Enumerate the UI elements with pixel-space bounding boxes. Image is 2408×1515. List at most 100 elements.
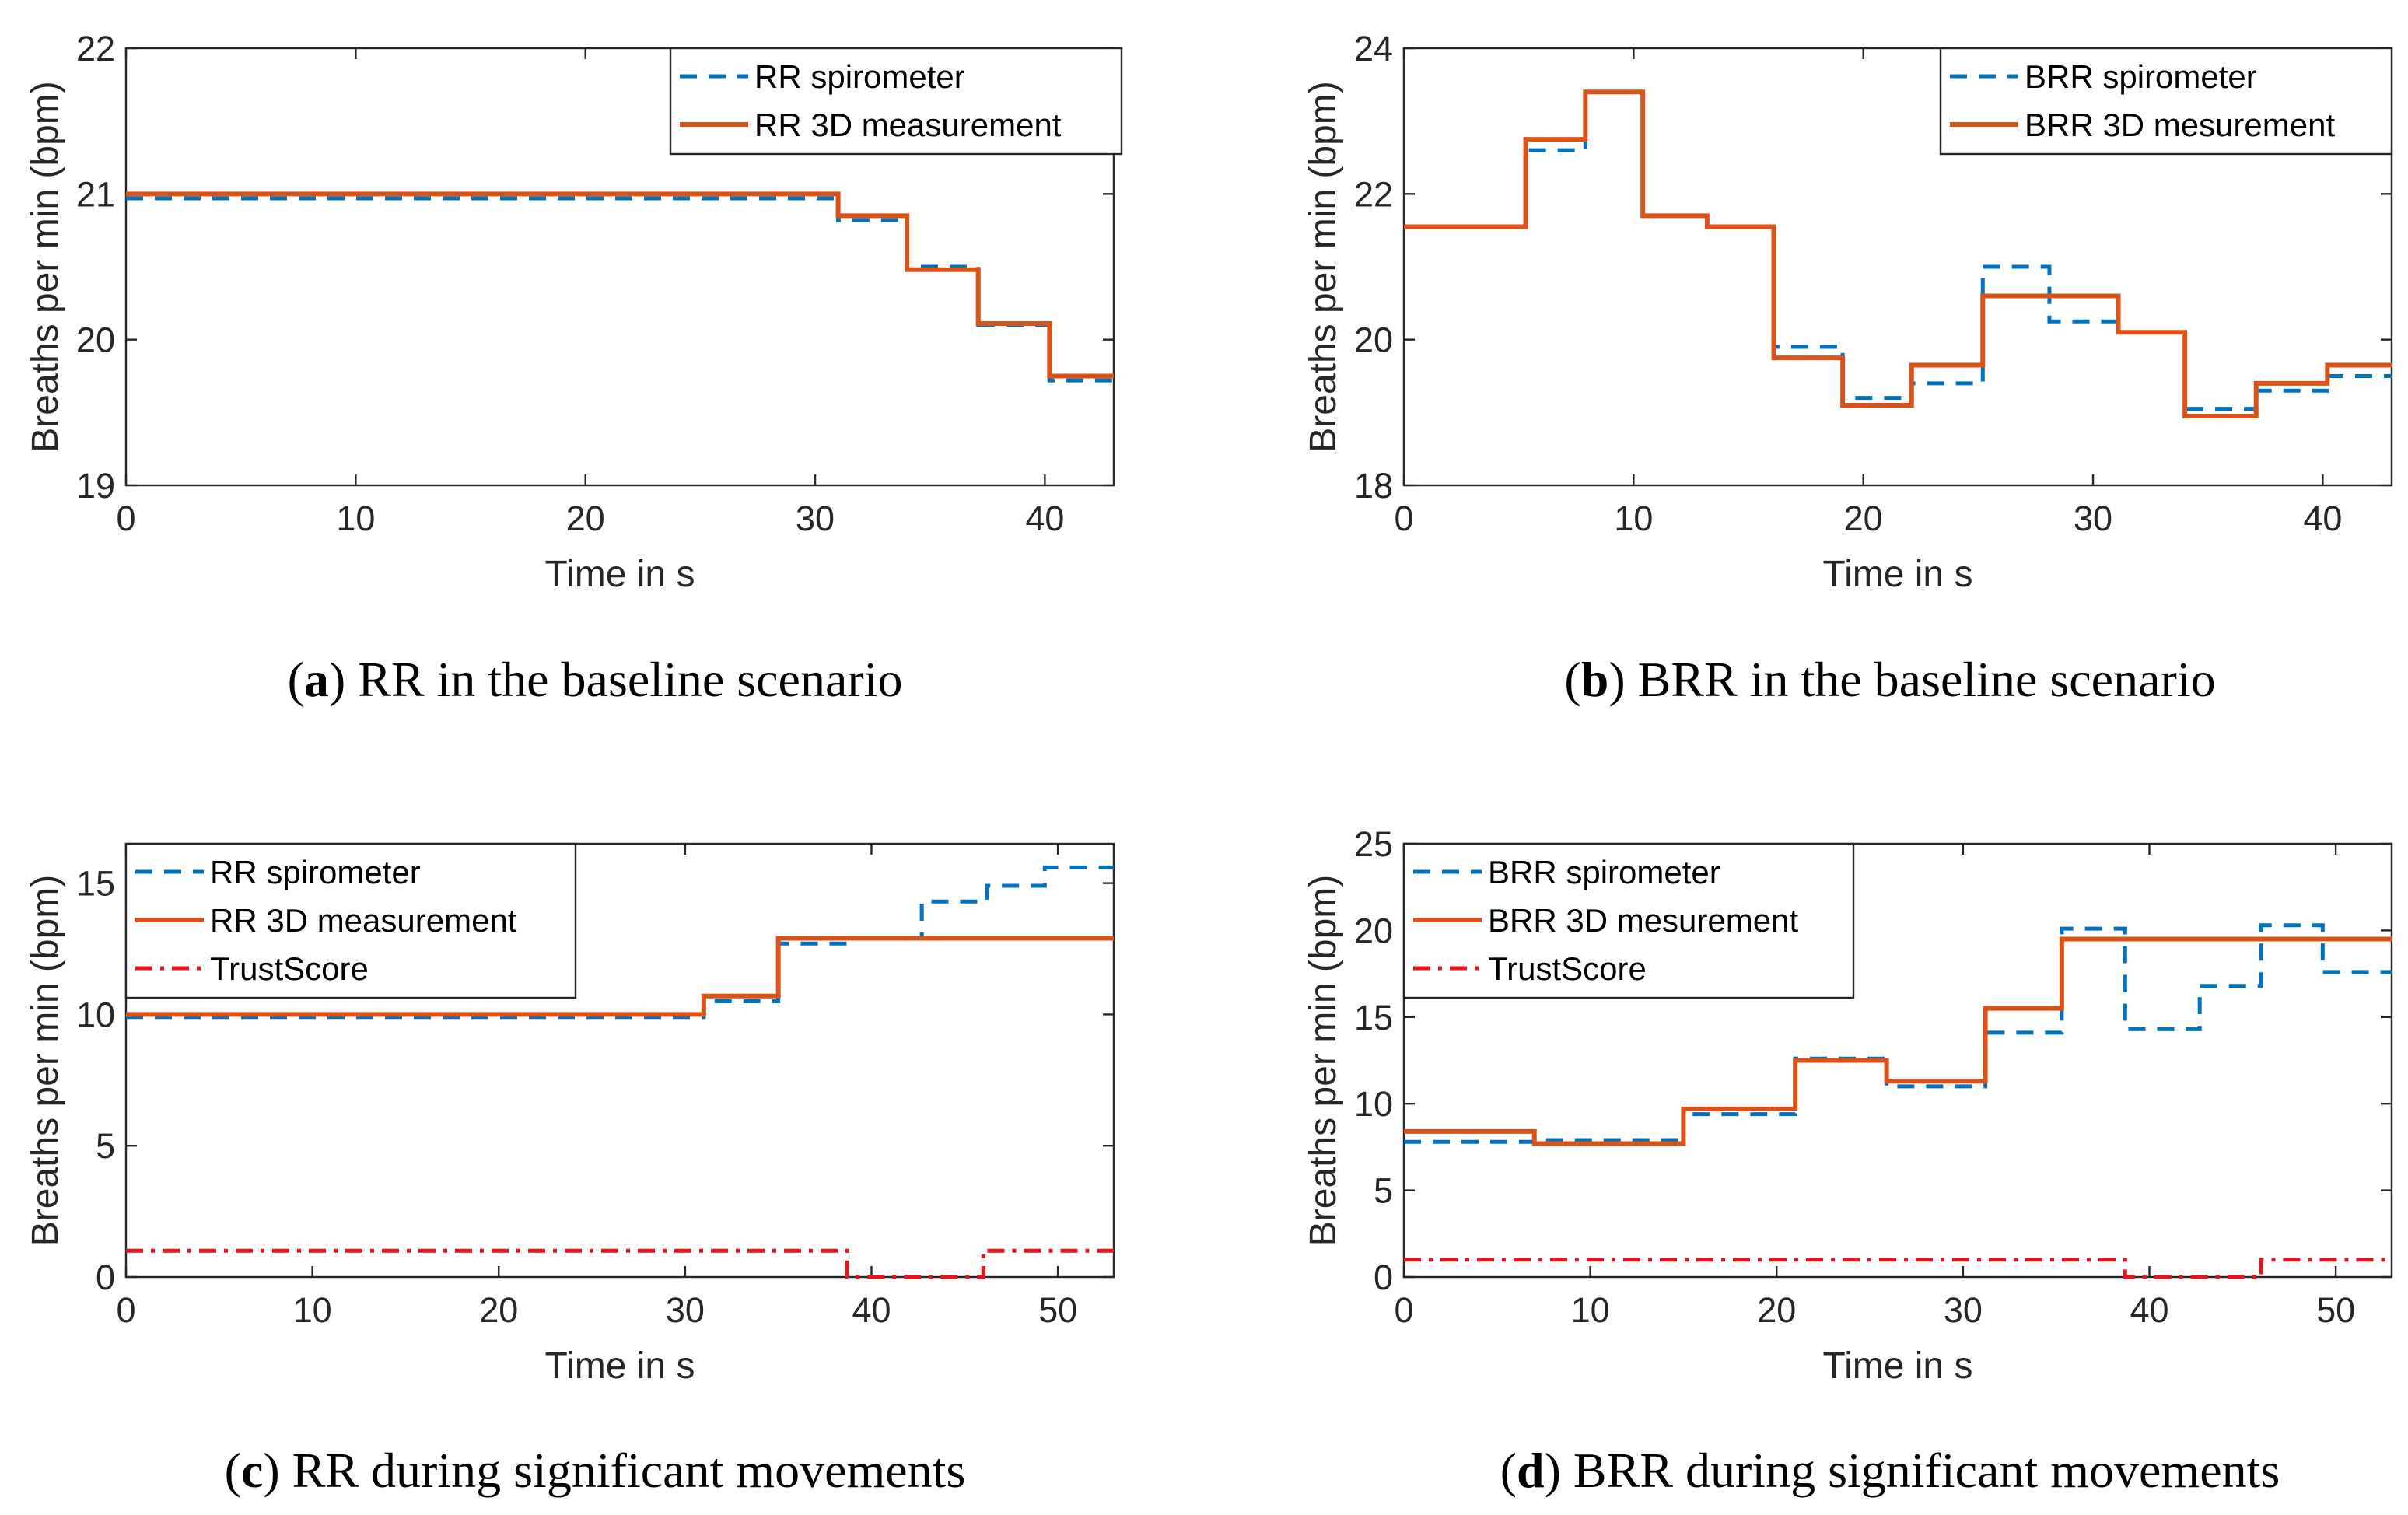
y-tick-label: 21 [76, 174, 115, 214]
legend-label: RR 3D measurement [210, 902, 517, 939]
x-tick-label: 10 [1571, 1290, 1610, 1330]
x-tick-label: 20 [479, 1290, 518, 1330]
x-tick-label: 30 [1944, 1290, 1983, 1330]
legend-label: RR 3D measurement [754, 107, 1062, 143]
x-tick-label: 20 [566, 499, 605, 538]
x-tick-label: 10 [1614, 499, 1653, 538]
plot-area [124, 842, 1115, 1279]
legend-label: BRR spirometer [2025, 58, 2257, 95]
caption-text: RR in the baseline scenario [358, 652, 902, 707]
x-tick-label: 40 [852, 1290, 891, 1330]
legend-label: TrustScore [210, 950, 369, 987]
y-tick-label: 15 [1354, 998, 1393, 1037]
panel-caption: (a) RR in the baseline scenario [288, 652, 903, 707]
series-line-brr-3d-mesurement [1404, 89, 2392, 419]
x-axis-label: Time in s [545, 1345, 695, 1387]
legend-label: RR spirometer [754, 58, 965, 95]
x-tick-label: 0 [1394, 1290, 1413, 1330]
plot-area [124, 47, 1115, 487]
series-line-rr-3d-measurement [126, 191, 1114, 379]
x-tick-label: 0 [1394, 499, 1413, 538]
x-axis-label: Time in s [1823, 1345, 1973, 1387]
x-axis-label: Time in s [1823, 554, 1973, 595]
y-tick-label: 0 [1374, 1258, 1393, 1297]
y-axis-label: Breaths per min (bpm) [25, 81, 66, 453]
y-axis-label: Breaths per min (bpm) [1303, 81, 1344, 453]
panel-caption: (b) BRR in the baseline scenario [1564, 652, 2215, 707]
panel-a: 0 10 20 30 40 19 20 21 22 Time in s Breaths per mi… [25, 29, 1123, 707]
x-tick-label: 20 [1757, 1290, 1796, 1330]
x-tick-label: 30 [666, 1290, 705, 1330]
y-tick-label: 18 [1354, 466, 1393, 506]
legend: BRR spirometer BRR 3D mesurement [1939, 47, 2393, 156]
x-tick-label: 40 [2303, 499, 2342, 538]
y-tick-label: 10 [1354, 1084, 1393, 1124]
legend-label: BRR 3D mesurement [1488, 902, 1798, 939]
x-tick-label: 40 [1025, 499, 1064, 538]
caption-text: RR during significant movements [292, 1443, 966, 1498]
caption-open-paren: ( [1564, 652, 1580, 707]
caption-close-paren: ) [329, 652, 358, 707]
y-axis-label: Breaths per min (bpm) [1303, 875, 1344, 1247]
series-line-rr-3d-measurement [126, 936, 1114, 1017]
y-tick-label: 20 [1354, 320, 1393, 360]
panel-c: 0 10 20 30 40 50 0 5 10 15 Time in s Breaths per mi… [25, 842, 1115, 1498]
series-line-brr-3d-mesurement [1404, 936, 2392, 1146]
y-tick-label: 5 [1374, 1171, 1393, 1211]
y-tick-label: 0 [96, 1258, 115, 1297]
x-tick-label: 0 [116, 499, 135, 538]
x-tick-label: 10 [293, 1290, 332, 1330]
y-tick-label: 22 [1354, 174, 1393, 214]
caption-letter: c [241, 1443, 263, 1498]
x-tick-label: 10 [336, 499, 375, 538]
x-tick-label: 30 [796, 499, 835, 538]
y-tick-label: 10 [76, 995, 115, 1034]
series-line-trustscore [126, 1248, 1114, 1279]
y-tick-label: 15 [76, 864, 115, 904]
plot-area [1402, 47, 2393, 487]
caption-close-paren: ) [1608, 652, 1637, 707]
caption-close-paren: ) [1545, 1443, 1573, 1498]
legend-label: TrustScore [1488, 950, 1647, 987]
y-tick-label: 25 [1354, 824, 1393, 864]
caption-letter: b [1581, 652, 1609, 707]
y-tick-label: 22 [76, 29, 115, 68]
x-axis-label: Time in s [545, 554, 695, 595]
caption-open-paren: ( [288, 652, 304, 707]
series-line-rr-spirometer [126, 196, 1114, 383]
panel-d: 0 10 20 30 40 50 0 5 10 15 20 25 Time in s Breaths pe… [1303, 824, 2393, 1498]
x-tick-label: 50 [2316, 1290, 2355, 1330]
x-tick-label: 40 [2130, 1290, 2168, 1330]
y-tick-label: 24 [1354, 29, 1393, 68]
caption-letter: a [304, 652, 329, 707]
caption-open-paren: ( [225, 1443, 241, 1498]
y-tick-label: 5 [96, 1126, 115, 1166]
legend: BRR spirometer BRR 3D mesurement TrustScor… [1402, 842, 1855, 999]
legend: RR spirometer RR 3D measurement TrustScore [124, 842, 577, 999]
caption-close-paren: ) [263, 1443, 292, 1498]
panel-caption: (c) RR during significant movements [225, 1443, 966, 1498]
y-tick-label: 20 [76, 320, 115, 360]
x-tick-label: 20 [1844, 499, 1883, 538]
x-tick-label: 50 [1038, 1290, 1077, 1330]
y-axis-label: Breaths per min (bpm) [25, 875, 66, 1247]
x-tick-label: 0 [116, 1290, 135, 1330]
x-tick-label: 30 [2074, 499, 2112, 538]
caption-letter: d [1517, 1443, 1545, 1498]
legend-label: RR spirometer [210, 854, 421, 890]
legend-label: BRR spirometer [1488, 854, 1720, 890]
caption-open-paren: ( [1500, 1443, 1517, 1498]
y-tick-label: 19 [76, 466, 115, 506]
y-tick-label: 20 [1354, 911, 1393, 950]
panel-b: 0 10 20 30 40 18 20 22 24 Time in s Breaths per mi… [1303, 29, 2393, 707]
series-line-trustscore [1404, 1258, 2392, 1279]
legend-label: BRR 3D mesurement [2025, 107, 2335, 143]
legend-box [669, 47, 1123, 156]
caption-text: BRR during significant movements [1573, 1443, 2280, 1498]
panel-caption: (d) BRR during significant movements [1500, 1443, 2280, 1498]
legend: RR spirometer RR 3D measurement [669, 47, 1123, 156]
legend-box [1939, 47, 2393, 156]
plot-area [1402, 842, 2393, 1279]
caption-text: BRR in the baseline scenario [1638, 652, 2216, 707]
